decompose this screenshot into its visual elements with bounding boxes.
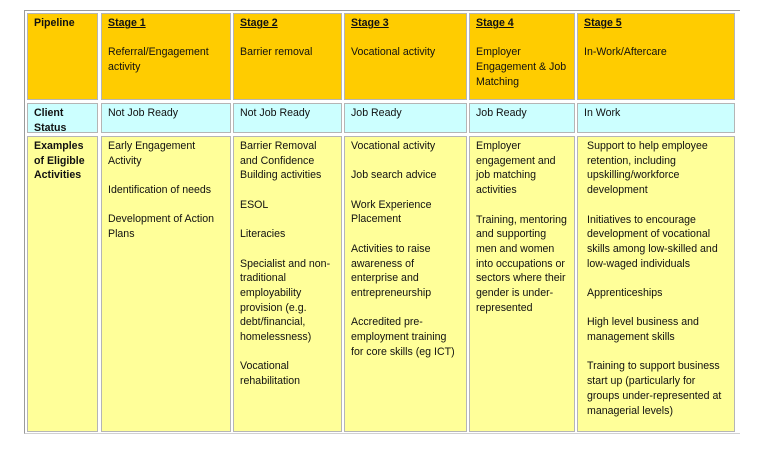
stage-title: Stage 4 bbox=[476, 17, 514, 29]
activity: Training, mentoring and supporting men a… bbox=[476, 213, 567, 314]
stage-4-activities: Employer engagement and job matching act… bbox=[469, 136, 575, 432]
activity: Accredited pre-employment training for c… bbox=[351, 316, 455, 358]
stage-name: In-Work/Aftercare bbox=[584, 46, 667, 59]
activity: Development of Action Plans bbox=[108, 213, 214, 241]
stage-5-status: In Work bbox=[577, 103, 735, 133]
activity: Activities to raise awareness of enterpr… bbox=[351, 242, 432, 299]
client-status-label: Client Status bbox=[27, 103, 98, 134]
stage-5-header: Stage 5 In-Work/Aftercare bbox=[577, 13, 735, 100]
activity: Vocational activity bbox=[351, 140, 436, 152]
stage-name: Vocational activity bbox=[351, 46, 436, 59]
activity: Vocational rehabilitation bbox=[240, 360, 301, 388]
pipeline-label: Pipeline bbox=[27, 13, 98, 100]
activity: Early Engagement Activity bbox=[108, 140, 196, 167]
activity: High level business and management skill… bbox=[587, 316, 699, 344]
stage-4-status: Job Ready bbox=[469, 103, 575, 133]
stage-1-activities: Early Engagement Activity Identification… bbox=[101, 136, 231, 432]
stage-3-header: Stage 3 Vocational activity bbox=[344, 13, 467, 100]
stage-name: Barrier removal bbox=[240, 46, 313, 59]
stage-title: Stage 2 bbox=[240, 17, 278, 29]
stage-2-activities: Barrier Removal and Confidence Building … bbox=[233, 136, 342, 432]
stage-title: Stage 1 bbox=[108, 17, 146, 29]
stage-name: Referral/Engagement activity bbox=[108, 46, 209, 74]
stage-1-status: Not Job Ready bbox=[101, 103, 231, 133]
stage-5-activities: Support to help employee retention, incl… bbox=[577, 136, 735, 432]
activity: Identification of needs bbox=[108, 184, 212, 197]
activity: Apprenticeships bbox=[587, 287, 663, 299]
activity: Literacies bbox=[240, 228, 286, 241]
stage-2-status: Not Job Ready bbox=[233, 103, 342, 133]
stage-title: Stage 3 bbox=[351, 17, 389, 29]
stage-3-status: Job Ready bbox=[344, 103, 467, 133]
activity: Initiatives to encourage development of … bbox=[587, 213, 718, 270]
stage-1-header: Stage 1 Referral/Engagement activity bbox=[101, 13, 231, 100]
stage-name: Employer Engagement & Job Matching bbox=[476, 46, 567, 88]
activity: ESOL bbox=[240, 198, 269, 211]
activity: Barrier Removal and Confidence Building … bbox=[240, 140, 322, 182]
examples-label: Examples of Eligible Activities bbox=[27, 136, 98, 432]
activity: Employer engagement and job matching act… bbox=[476, 140, 556, 197]
stage-2-header: Stage 2 Barrier removal bbox=[233, 13, 342, 100]
activity: Work Experience Placement bbox=[351, 198, 432, 226]
pipeline-table bbox=[24, 10, 740, 434]
stage-4-header: Stage 4 Employer Engagement & Job Matchin… bbox=[469, 13, 575, 100]
activity: Specialist and non-traditional employabi… bbox=[240, 257, 331, 344]
activity: Support to help employee retention, incl… bbox=[587, 140, 708, 197]
activity: Job search advice bbox=[351, 169, 437, 182]
activity: Training to support business start up (p… bbox=[587, 360, 722, 417]
stage-title: Stage 5 bbox=[584, 17, 622, 29]
stage-3-activities: Vocational activity Job search advice Wo… bbox=[344, 136, 467, 432]
